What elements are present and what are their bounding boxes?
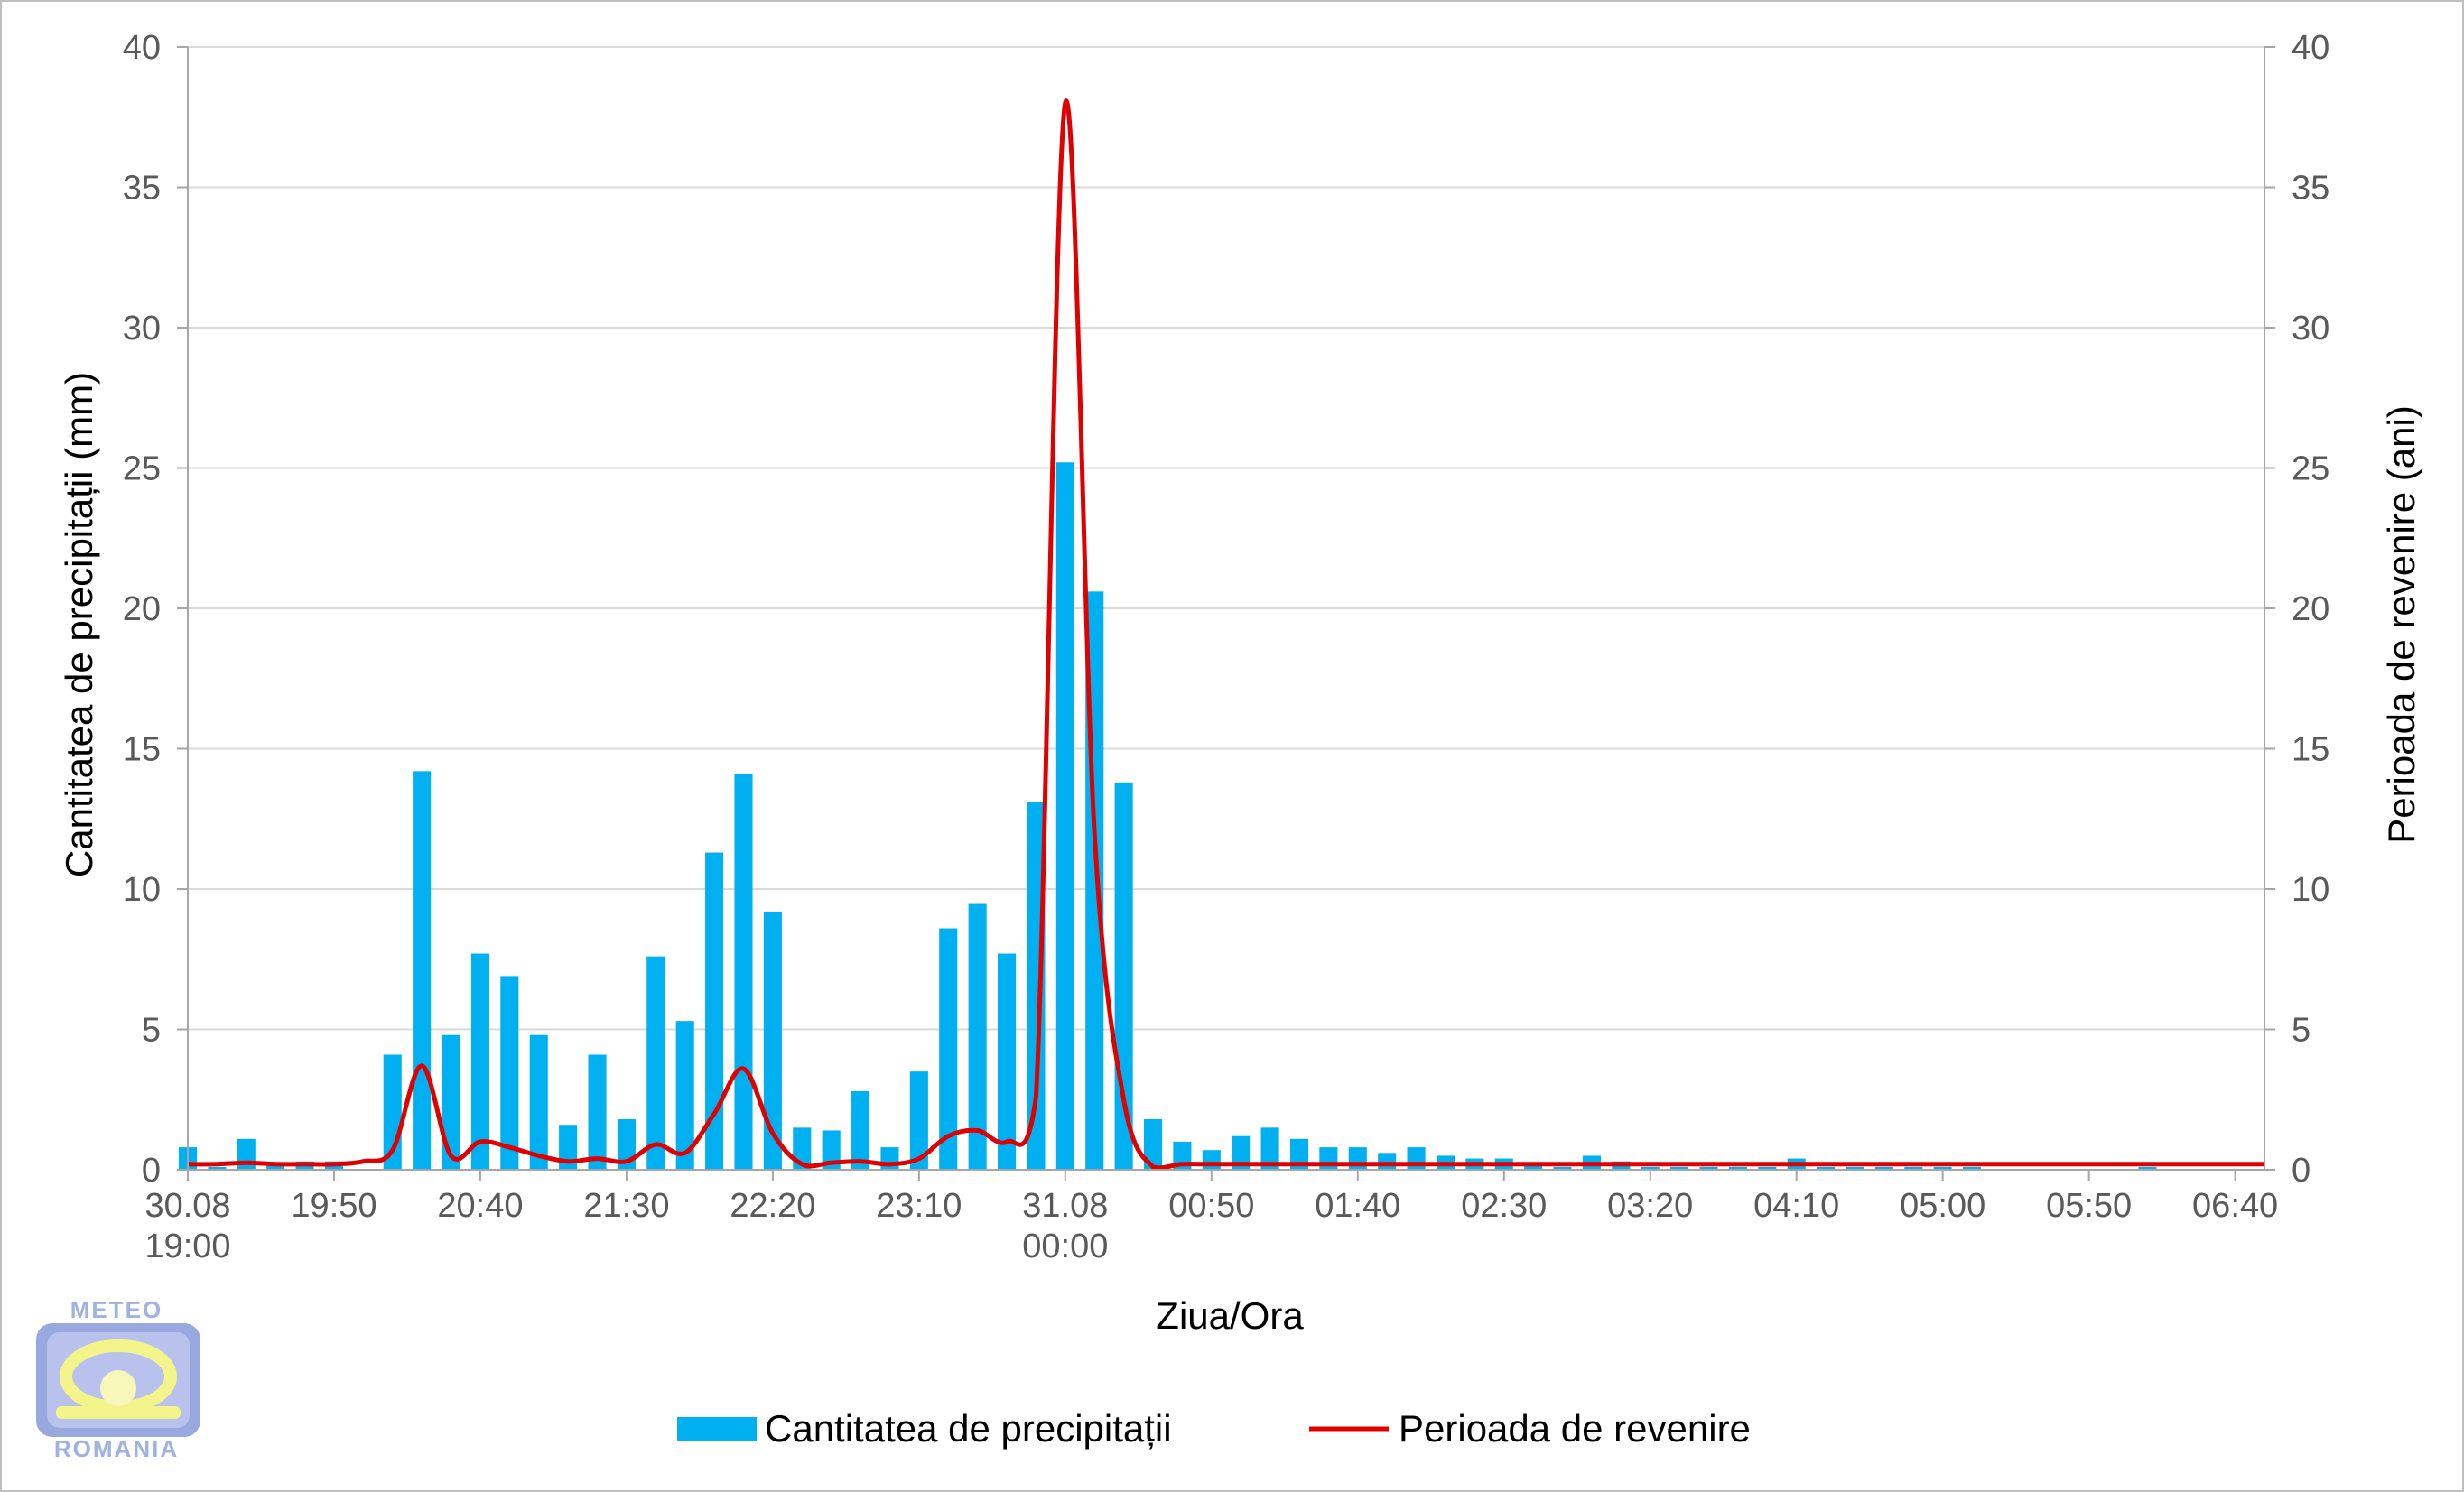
bar xyxy=(588,1054,607,1170)
logo-top-text: METEO xyxy=(70,1296,163,1323)
bar xyxy=(1933,1166,1952,1170)
x-tick-label: 03:20 xyxy=(1607,1187,1693,1225)
bar xyxy=(1055,462,1074,1170)
y-tick-label-left: 0 xyxy=(142,1152,161,1190)
bar xyxy=(1670,1166,1689,1170)
bar xyxy=(413,771,432,1170)
bar xyxy=(1758,1166,1777,1170)
bar xyxy=(1641,1166,1660,1170)
logo-bottom-text: ROMANIA xyxy=(54,1435,179,1462)
x-tick-label: 23:10 xyxy=(876,1187,962,1225)
x-tick-label: 30.08 xyxy=(144,1187,230,1225)
bar xyxy=(1846,1166,1864,1170)
y-tick-label-left: 40 xyxy=(123,29,161,67)
bar xyxy=(822,1130,841,1170)
bar xyxy=(442,1034,460,1170)
x-axis-title: Ziua/Ora xyxy=(1156,1294,1304,1337)
legend: Cantitatea de precipitații Perioada de r… xyxy=(677,1407,1751,1450)
bar xyxy=(1524,1163,1543,1170)
bar xyxy=(1143,1119,1163,1170)
bar xyxy=(266,1163,285,1170)
y-axis-right-ticks: 0 5 10 15 20 25 30 35 40 xyxy=(2264,29,2329,1190)
x-tick-label: 04:10 xyxy=(1753,1187,1839,1225)
y-tick-label-right: 0 xyxy=(2292,1152,2311,1190)
bar xyxy=(1232,1135,1251,1170)
y-tick-label-right: 10 xyxy=(2292,871,2329,909)
bar xyxy=(646,956,665,1170)
y-axis-left-title: Cantitatea de precipitații (mm) xyxy=(58,372,100,877)
x-tick-label: 01:40 xyxy=(1315,1187,1400,1225)
bar xyxy=(1963,1166,1982,1170)
bar xyxy=(529,1034,548,1170)
x-tick-label: 00:50 xyxy=(1168,1187,1254,1225)
bar xyxy=(2138,1166,2157,1170)
x-tick-label: 20:40 xyxy=(437,1187,523,1225)
bar xyxy=(734,774,753,1170)
bar xyxy=(559,1125,578,1170)
y-tick-label-left: 5 xyxy=(142,1012,161,1050)
bar xyxy=(1699,1166,1718,1170)
bar xyxy=(500,976,519,1170)
legend-label-precipitation: Cantitatea de precipitații xyxy=(765,1407,1172,1450)
x-tick-label: 21:30 xyxy=(583,1187,669,1225)
logo-core xyxy=(100,1370,136,1406)
logo-base xyxy=(56,1406,181,1419)
y-tick-label-right: 35 xyxy=(2292,170,2329,208)
bar xyxy=(675,1021,694,1170)
y-tick-label-right: 40 xyxy=(2292,29,2329,67)
y-tick-label-left: 20 xyxy=(123,590,161,628)
bar xyxy=(1874,1166,1893,1170)
x-tick-label: 31.08 xyxy=(1022,1187,1108,1225)
y-tick-label-right: 15 xyxy=(2292,731,2329,769)
y-tick-label-left: 25 xyxy=(123,450,161,488)
bar xyxy=(1378,1153,1397,1170)
legend-label-return-period: Perioada de revenire xyxy=(1399,1407,1751,1450)
y-axis-left-ticks: 0 5 10 15 20 25 30 35 40 xyxy=(123,29,188,1190)
bar xyxy=(1817,1166,1836,1170)
bar xyxy=(208,1166,227,1170)
x-tick-label-line2: 00:00 xyxy=(1022,1228,1108,1265)
x-tick-label: 05:00 xyxy=(1900,1187,1985,1225)
bar xyxy=(1202,1150,1221,1170)
y-axis-right-title: Perioada de revenire (ani) xyxy=(2380,405,2422,844)
bar xyxy=(939,928,958,1170)
line-series xyxy=(187,98,2264,1171)
bar xyxy=(1728,1166,1747,1170)
bar xyxy=(1904,1166,1923,1170)
y-tick-label-left: 15 xyxy=(123,731,161,769)
meteo-romania-logo: METEO ROMANIA xyxy=(36,1296,200,1462)
bar xyxy=(968,903,987,1170)
x-tick-label: 19:50 xyxy=(291,1187,377,1225)
x-tick-label: 02:30 xyxy=(1461,1187,1547,1225)
y-tick-label-left: 35 xyxy=(123,170,161,208)
gridlines xyxy=(188,46,2264,1031)
bar xyxy=(1553,1166,1572,1170)
bar xyxy=(763,911,782,1170)
legend-swatch-precipitation xyxy=(677,1417,757,1441)
x-tick-label: 06:40 xyxy=(2192,1187,2278,1225)
bar xyxy=(705,852,724,1170)
x-tick-label: 05:50 xyxy=(2046,1187,2132,1225)
bar-series xyxy=(178,462,2157,1170)
bar xyxy=(470,953,489,1170)
y-tick-label-left: 30 xyxy=(123,310,161,348)
y-tick-label-right: 20 xyxy=(2292,590,2329,628)
y-tick-label-left: 10 xyxy=(123,871,161,909)
y-tick-label-right: 5 xyxy=(2292,1012,2311,1050)
bar xyxy=(1260,1127,1279,1170)
bar xyxy=(851,1090,870,1170)
return-period-line xyxy=(187,98,2264,1171)
x-tick-label: 22:20 xyxy=(730,1187,815,1225)
y-tick-label-right: 30 xyxy=(2292,310,2329,348)
bar xyxy=(909,1071,928,1170)
y-tick-label-right: 25 xyxy=(2292,450,2329,488)
bar xyxy=(998,953,1017,1170)
x-tick-label-line2: 19:00 xyxy=(144,1228,230,1265)
